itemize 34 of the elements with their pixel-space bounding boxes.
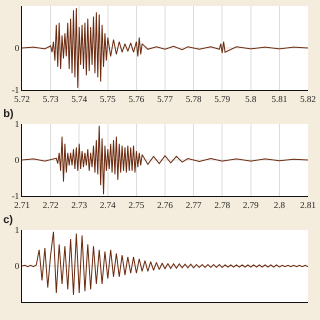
x-tick-label: 5.76 — [128, 94, 145, 104]
y-tick-label: 1 — [14, 225, 20, 236]
x-tick-label: 2.79 — [242, 200, 260, 210]
x-tick-label: 5.74 — [71, 94, 88, 104]
y-tick-label: 0 — [14, 261, 20, 272]
x-tick-label: 5.8 — [245, 94, 257, 104]
chart-title: b) — [3, 108, 14, 120]
line-series — [22, 125, 308, 195]
x-tick-label: 5.79 — [214, 94, 231, 104]
x-tick-label: 5.72 — [14, 94, 30, 104]
y-tick-label: -1 — [12, 191, 20, 202]
line-series — [22, 231, 308, 296]
x-tick-label: 2.76 — [157, 200, 174, 210]
x-tick-label: 5.73 — [42, 94, 59, 104]
x-tick-label: 5.75 — [100, 94, 116, 104]
x-tick-label: 2.81 — [300, 200, 316, 210]
x-tick-label: 2.72 — [42, 200, 58, 210]
x-tick-label: 2.8 — [274, 200, 286, 210]
x-tick-label: 5.77 — [157, 94, 174, 104]
x-tick-label: 2.71 — [14, 200, 30, 210]
y-tick-label: 1 — [14, 119, 20, 130]
x-tick-label: 2.77 — [186, 200, 202, 210]
x-tick-label: 2.73 — [71, 200, 88, 210]
line-series — [22, 8, 308, 88]
chart-title: c) — [3, 214, 14, 226]
x-tick-label: 2.78 — [214, 200, 231, 210]
y-tick-label: 0 — [14, 43, 20, 54]
x-tick-label: 5.82 — [300, 94, 316, 104]
x-tick-label: 5.81 — [272, 94, 288, 104]
y-tick-label: -1 — [12, 85, 20, 96]
x-tick-label: 2.74 — [100, 200, 116, 210]
x-tick-label: 5.78 — [186, 94, 202, 104]
y-tick-label: 0 — [14, 155, 20, 166]
x-tick-label: 2.75 — [128, 200, 145, 210]
